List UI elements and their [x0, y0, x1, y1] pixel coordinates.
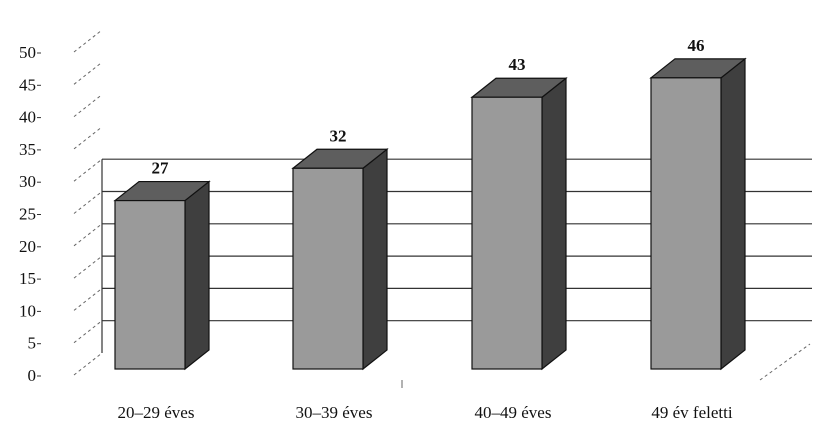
bar-side-face	[541, 76, 567, 371]
depth-gridline	[73, 126, 103, 150]
x-category-label: 40–49 éves	[475, 403, 552, 421]
bar-front-face	[292, 167, 364, 370]
y-tick-label: 45	[19, 75, 36, 94]
bar	[649, 57, 747, 371]
depth-gridline	[73, 288, 103, 311]
bar-value-label: 32	[330, 126, 347, 145]
bar-front-face	[114, 199, 186, 370]
y-tick-label: 5	[28, 334, 37, 353]
bar-side-face	[362, 148, 388, 371]
x-category-label: 49 év feletti	[651, 403, 732, 421]
bar	[470, 76, 568, 371]
y-tick-label: 35	[19, 140, 36, 159]
depth-gridline	[73, 94, 103, 117]
data-labels: 27 32 43 46	[152, 36, 705, 178]
depth-gridline	[73, 223, 103, 247]
bar-front-face	[471, 96, 543, 370]
depth-gridline	[73, 255, 103, 279]
y-tick-label: 50	[19, 43, 36, 62]
bar-side-face	[720, 57, 746, 371]
bar	[113, 180, 211, 371]
y-tick-label: 10	[19, 301, 36, 320]
depth-gridline	[73, 61, 103, 85]
y-axis-ticks: 0 5 10 15 20 25 30 35 40 45 50	[19, 43, 41, 385]
y-tick-label: 0	[28, 366, 37, 385]
x-category-label: 30–39 éves	[296, 403, 373, 421]
y-tick-label: 40	[19, 108, 36, 127]
bar-value-label: 27	[152, 159, 170, 178]
y-tick-label: 15	[19, 269, 36, 288]
x-axis-categories: 20–29 éves 30–39 éves 40–49 éves 49 év fele…	[118, 403, 733, 421]
y-tick-label: 25	[19, 205, 36, 224]
bar-front-face	[650, 77, 722, 370]
chart-bars	[113, 57, 747, 371]
y-tick-label: 30	[19, 172, 36, 191]
depth-gridline	[73, 29, 103, 53]
bar	[291, 148, 389, 371]
depth-gridline	[73, 352, 103, 376]
depth-gridline	[73, 191, 103, 214]
depth-gridline	[73, 158, 103, 182]
y-tick-label: 20	[19, 237, 36, 256]
depth-gridline	[73, 320, 103, 344]
bar-value-label: 43	[509, 55, 526, 74]
x-category-label: 20–29 éves	[118, 403, 195, 421]
floor-edge-line	[759, 343, 811, 381]
bar-side-face	[184, 180, 210, 371]
bar-value-label: 46	[688, 36, 705, 55]
